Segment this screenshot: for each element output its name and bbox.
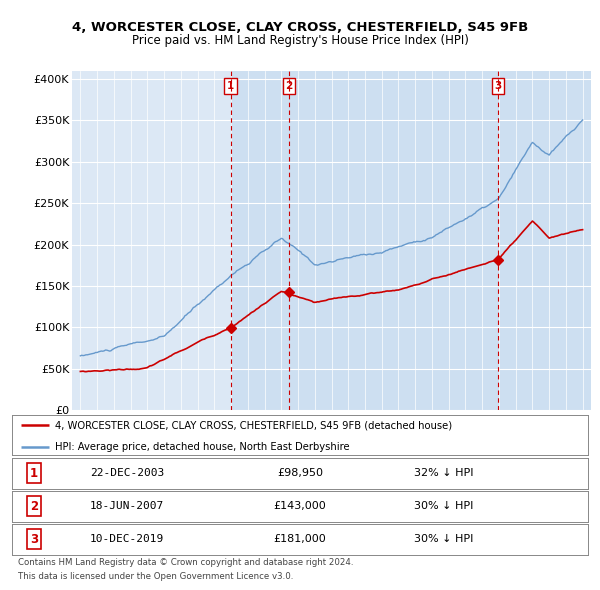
Text: 22-DEC-2003: 22-DEC-2003 — [90, 468, 164, 478]
Text: 32% ↓ HPI: 32% ↓ HPI — [414, 468, 474, 478]
Text: 30% ↓ HPI: 30% ↓ HPI — [415, 502, 473, 511]
Bar — [289, 71, 498, 410]
Text: 3: 3 — [494, 81, 502, 91]
Text: HPI: Average price, detached house, North East Derbyshire: HPI: Average price, detached house, Nort… — [55, 442, 350, 452]
Text: Price paid vs. HM Land Registry's House Price Index (HPI): Price paid vs. HM Land Registry's House … — [131, 34, 469, 47]
Text: 4, WORCESTER CLOSE, CLAY CROSS, CHESTERFIELD, S45 9FB: 4, WORCESTER CLOSE, CLAY CROSS, CHESTERF… — [72, 21, 528, 34]
Text: 4, WORCESTER CLOSE, CLAY CROSS, CHESTERFIELD, S45 9FB (detached house): 4, WORCESTER CLOSE, CLAY CROSS, CHESTERF… — [55, 421, 452, 430]
Bar — [498, 71, 591, 410]
Text: £143,000: £143,000 — [274, 502, 326, 511]
Text: 2: 2 — [30, 500, 38, 513]
Text: Contains HM Land Registry data © Crown copyright and database right 2024.: Contains HM Land Registry data © Crown c… — [18, 558, 353, 566]
Text: 1: 1 — [227, 81, 234, 91]
Text: 10-DEC-2019: 10-DEC-2019 — [90, 535, 164, 544]
Bar — [230, 71, 289, 410]
Text: 18-JUN-2007: 18-JUN-2007 — [90, 502, 164, 511]
Text: This data is licensed under the Open Government Licence v3.0.: This data is licensed under the Open Gov… — [18, 572, 293, 581]
Text: £181,000: £181,000 — [274, 535, 326, 544]
Text: 2: 2 — [286, 81, 293, 91]
Text: 30% ↓ HPI: 30% ↓ HPI — [415, 535, 473, 544]
Text: £98,950: £98,950 — [277, 468, 323, 478]
Text: 1: 1 — [30, 467, 38, 480]
Text: 3: 3 — [30, 533, 38, 546]
